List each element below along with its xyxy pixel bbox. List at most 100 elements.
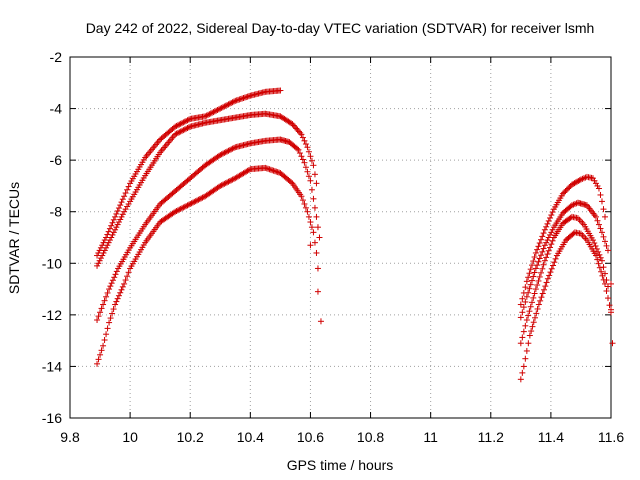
data-point-marker [603, 288, 610, 295]
y-tick-labels: -2 -4 -6 -8 -10 -12 -14 -16 [42, 49, 62, 426]
data-point-marker [113, 224, 120, 231]
y-axis-label: SDTVAR / TECUs [6, 182, 22, 294]
data-point-marker [533, 310, 540, 317]
data-point-marker [115, 219, 122, 226]
data-point-marker [221, 103, 228, 110]
data-point-marker [177, 120, 184, 127]
data-point-marker [101, 297, 108, 304]
data-point-marker [179, 127, 186, 134]
data-point-marker [526, 285, 533, 292]
data-point-marker [121, 193, 128, 200]
data-point-marker [109, 277, 116, 284]
data-point-marker [550, 262, 557, 269]
data-point-marker [108, 222, 115, 229]
data-point-marker [95, 313, 102, 320]
data-point-marker [97, 255, 104, 262]
plot-frame [69, 56, 612, 419]
data-point-marker [598, 198, 605, 205]
data-point-marker [114, 207, 121, 214]
data-point-marker [298, 193, 305, 200]
data-point-marker [95, 260, 102, 267]
data-point-marker [100, 239, 107, 246]
data-point-marker [305, 173, 312, 180]
data-point-marker [104, 231, 111, 238]
data-point-marker [536, 273, 543, 280]
data-point-marker [525, 274, 532, 281]
data-point-marker [549, 209, 556, 216]
data-point-marker [526, 308, 533, 315]
data-point-marker [544, 220, 551, 227]
data-point-marker [594, 217, 601, 224]
data-point-marker [173, 208, 180, 215]
data-point-marker [217, 105, 224, 112]
y-tick-label: -12 [42, 307, 62, 323]
data-point-marker [572, 179, 579, 186]
data-point-marker [313, 213, 320, 220]
data-point-marker [229, 99, 236, 106]
data-point-marker [122, 277, 129, 284]
data-point-marker [535, 277, 542, 284]
x-tick-label: 10 [122, 429, 138, 445]
data-point-marker [228, 146, 235, 153]
data-point-marker [220, 150, 227, 157]
data-point-marker [185, 116, 192, 123]
data-point-marker [523, 278, 530, 285]
data-point-marker [592, 242, 599, 249]
data-point-marker [310, 229, 317, 236]
data-point-marker [302, 141, 309, 148]
data-point-marker [594, 256, 601, 263]
data-point-marker [520, 304, 527, 311]
data-point-marker [94, 360, 101, 367]
data-point-marker [111, 274, 118, 281]
data-point-marker [122, 190, 129, 197]
data-point-marker [245, 166, 252, 173]
data-point-marker [177, 205, 184, 212]
data-point-marker [559, 190, 566, 197]
data-point-marker [214, 106, 221, 113]
data-point-marker [531, 290, 538, 297]
x-tick-label: 10.2 [177, 429, 204, 445]
data-point-marker [575, 177, 582, 184]
data-point-marker [95, 356, 102, 363]
data-point-marker [542, 283, 549, 290]
data-point-marker [176, 129, 183, 136]
data-point-marker [288, 179, 295, 186]
data-point-marker [290, 122, 297, 129]
data-point-marker [99, 252, 106, 259]
data-point-marker [527, 281, 534, 288]
data-point-marker [98, 347, 105, 354]
data-point-marker [179, 205, 186, 212]
data-point-marker [295, 146, 302, 153]
data-point-marker [596, 251, 603, 258]
data-point-marker [314, 224, 321, 231]
data-point-marker [528, 328, 535, 335]
data-point-marker [181, 118, 188, 125]
data-point-marker [598, 268, 605, 275]
data-point-marker [598, 257, 605, 264]
x-tick-label: 10.6 [297, 429, 324, 445]
data-point-marker [224, 148, 231, 155]
data-point-marker [172, 123, 179, 130]
data-point-marker [527, 266, 534, 273]
data-point-marker [211, 108, 218, 115]
data-point-marker [596, 264, 603, 271]
x-tick-label: 9.8 [60, 429, 80, 445]
data-point-marker [539, 265, 546, 272]
data-point-marker [110, 216, 117, 223]
data-point-marker [194, 197, 201, 204]
data-point-marker [548, 241, 555, 248]
data-point-marker [520, 328, 527, 335]
data-point-marker [301, 159, 308, 166]
data-point-marker [117, 216, 124, 223]
data-point-marker [519, 295, 526, 302]
data-point-marker [107, 315, 114, 322]
data-point-marker [184, 125, 191, 132]
data-point-marker [196, 196, 203, 203]
data-point-marker [221, 180, 228, 187]
data-point-marker [109, 231, 116, 238]
data-point-marker [308, 224, 315, 231]
data-point-marker [595, 248, 602, 255]
y-tick-label: -8 [50, 204, 63, 220]
data-point-marker [172, 131, 179, 138]
